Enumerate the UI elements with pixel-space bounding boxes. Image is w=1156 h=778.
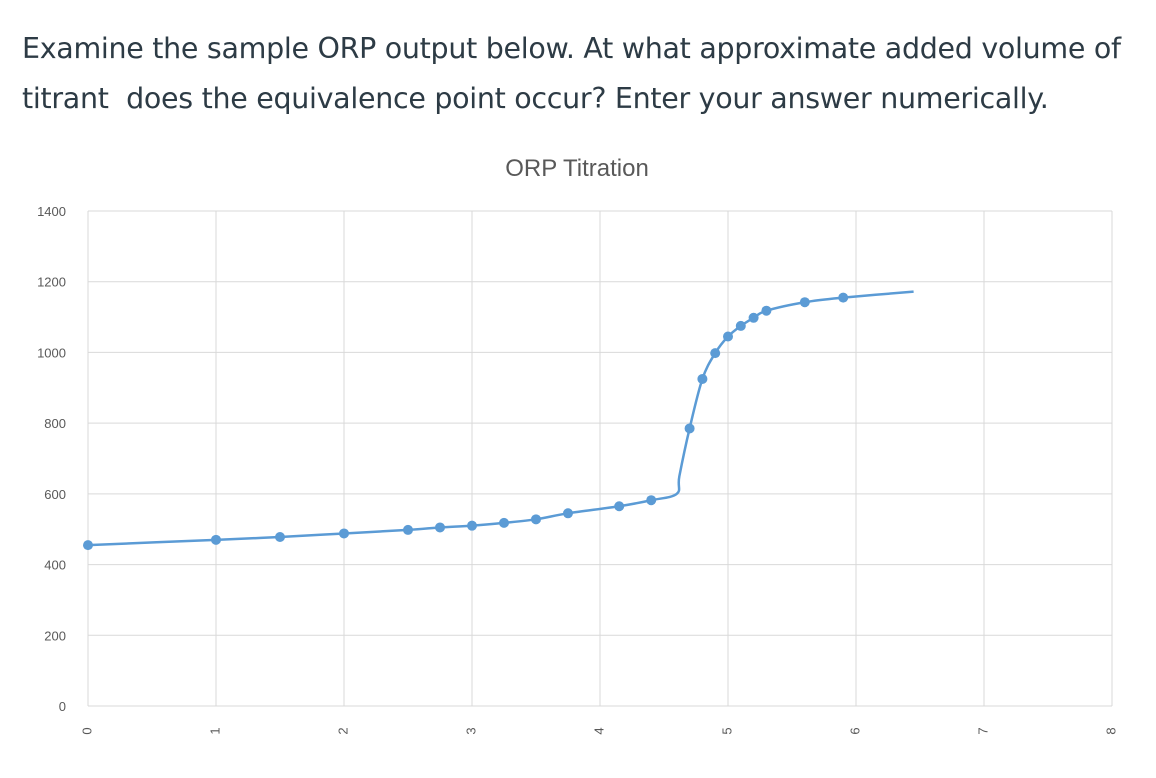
series-markers [83, 292, 849, 551]
x-tick-label: 5 [719, 727, 734, 734]
data-point [735, 320, 746, 331]
data-point [748, 312, 759, 323]
data-point [646, 495, 657, 506]
chart-title: ORP Titration [505, 155, 649, 182]
x-tick-label: 2 [335, 727, 350, 734]
data-point [697, 373, 708, 384]
data-point [435, 522, 445, 533]
y-tick-label: 1200 [37, 275, 66, 290]
data-point [710, 348, 721, 359]
chart-gridlines [87, 210, 1113, 707]
data-point [275, 531, 285, 542]
x-tick-label: 8 [1103, 727, 1118, 734]
x-tick-label: 4 [591, 727, 606, 734]
x-tick-label: 6 [847, 727, 862, 734]
data-point [83, 540, 93, 551]
data-point [499, 517, 509, 528]
x-tick-label: 3 [463, 727, 478, 734]
data-point [531, 514, 541, 525]
question-line-1: Examine the sample ORP output below. At … [22, 32, 1121, 65]
data-point [838, 292, 849, 303]
y-tick-label: 600 [44, 487, 66, 502]
y-tick-label: 0 [59, 699, 66, 714]
series-line [87, 290, 914, 547]
data-point [403, 524, 413, 535]
data-point [211, 534, 221, 545]
data-point [684, 423, 695, 434]
y-tick-label: 200 [44, 628, 66, 643]
x-tick-label: 7 [975, 727, 990, 734]
chart-tick-labels: 0 200 400 600 800 1000 1200 1400 0 1 2 3 4 5 6 7 8 [37, 204, 1118, 735]
y-tick-label: 400 [44, 558, 66, 573]
question-text: Examine the sample ORP output below. At … [22, 24, 1142, 124]
orp-titration-chart: ORP Titration 02004006008001000120014000… [37, 155, 1118, 735]
data-point [339, 528, 349, 539]
data-point [614, 501, 625, 512]
data-point [563, 508, 573, 519]
y-tick-label: 1000 [37, 345, 66, 360]
data-point [761, 305, 772, 316]
data-point [799, 297, 810, 308]
y-tick-label: 800 [44, 416, 66, 431]
question-line-2: titrant does the equivalence point occur… [22, 82, 1049, 115]
data-point [723, 331, 733, 342]
x-tick-label: 1 [207, 727, 222, 734]
x-tick-label: 0 [79, 727, 94, 734]
data-point [467, 520, 477, 531]
y-tick-label: 1400 [37, 204, 66, 219]
